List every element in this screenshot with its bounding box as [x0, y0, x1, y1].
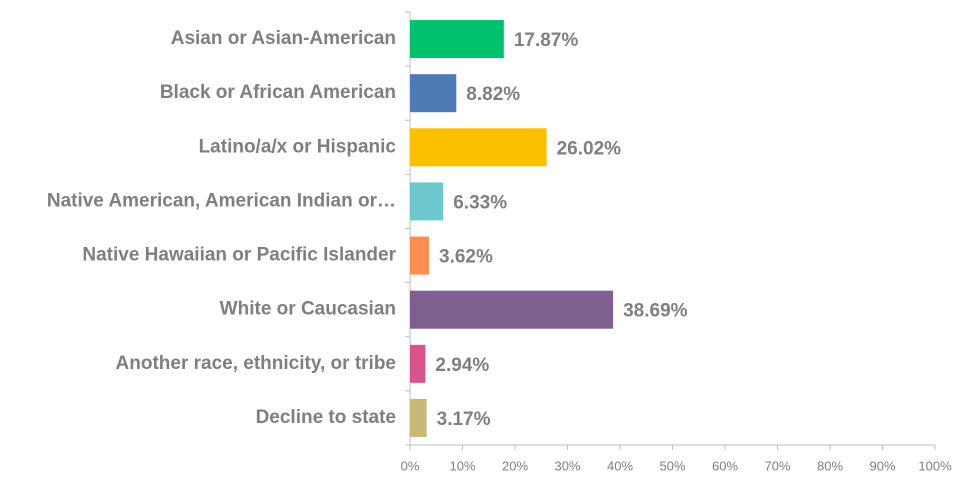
category-label: Decline to state: [256, 407, 396, 428]
bar: [410, 236, 430, 275]
category-label: Latino/a/x or Hispanic: [199, 136, 397, 157]
x-tick-label: 80%: [817, 458, 843, 473]
bar: [410, 398, 427, 437]
value-label: 8.82%: [466, 84, 520, 105]
value-label: 3.62%: [439, 247, 493, 268]
bar: [410, 128, 547, 167]
value-label: 3.17%: [437, 409, 491, 430]
value-label: 17.87%: [514, 30, 579, 51]
category-label: Native American, American Indian or…: [47, 190, 396, 211]
x-tick-label: 40%: [607, 458, 633, 473]
bar: [410, 344, 426, 383]
x-tick-label: 10%: [449, 458, 475, 473]
value-label: 6.33%: [453, 192, 507, 213]
x-tick-label: 50%: [659, 458, 685, 473]
value-label: 38.69%: [623, 301, 688, 322]
bar: [410, 74, 457, 113]
bar: [410, 20, 504, 59]
category-label: Black or African American: [160, 82, 396, 103]
x-tick-label: 70%: [764, 458, 790, 473]
category-label: Another race, ethnicity, or tribe: [116, 353, 396, 374]
x-tick-label: 30%: [554, 458, 580, 473]
bar: [410, 182, 444, 221]
category-label: Native Hawaiian or Pacific Islander: [82, 245, 396, 266]
bar: [410, 290, 614, 329]
value-label: 2.94%: [435, 355, 489, 376]
value-label: 26.02%: [557, 138, 622, 159]
x-tick-label: 60%: [712, 458, 738, 473]
category-label: White or Caucasian: [220, 299, 396, 320]
x-tick-label: 0%: [401, 458, 420, 473]
category-label: Asian or Asian-American: [171, 28, 396, 49]
x-tick-label: 20%: [502, 458, 528, 473]
x-tick-label: 90%: [869, 458, 895, 473]
x-tick-label: 100%: [918, 458, 952, 473]
